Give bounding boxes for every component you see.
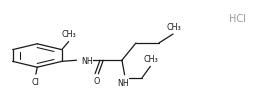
- Text: CH₃: CH₃: [61, 30, 76, 39]
- Text: NH: NH: [118, 78, 129, 87]
- Text: Cl: Cl: [32, 78, 40, 86]
- Text: NH: NH: [81, 56, 93, 65]
- Text: CH₃: CH₃: [143, 55, 158, 64]
- Text: HCl: HCl: [229, 13, 246, 23]
- Text: O: O: [94, 76, 100, 85]
- Text: CH₃: CH₃: [166, 23, 181, 31]
